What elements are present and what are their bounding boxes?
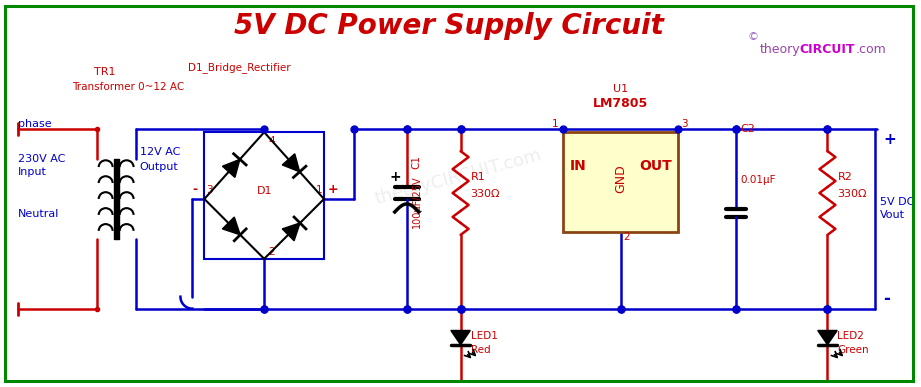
Polygon shape xyxy=(223,159,239,177)
Text: phase: phase xyxy=(17,119,52,129)
Polygon shape xyxy=(451,330,471,345)
Text: LED1: LED1 xyxy=(471,330,497,341)
Text: Neutral: Neutral xyxy=(17,209,59,219)
Text: Transformer 0~12 AC: Transformer 0~12 AC xyxy=(72,82,184,92)
Text: 330Ω: 330Ω xyxy=(837,189,867,199)
Text: -: - xyxy=(883,290,891,308)
Text: R2: R2 xyxy=(837,172,852,182)
Polygon shape xyxy=(282,223,300,241)
Text: +: + xyxy=(390,170,402,184)
Text: Vout: Vout xyxy=(880,210,905,220)
Text: R1: R1 xyxy=(471,172,485,182)
Text: +: + xyxy=(328,183,339,196)
Polygon shape xyxy=(282,154,299,172)
Text: OUT: OUT xyxy=(639,159,672,173)
Text: C2: C2 xyxy=(740,124,755,134)
Bar xyxy=(564,132,678,232)
Text: LED2: LED2 xyxy=(837,330,864,341)
Text: 3: 3 xyxy=(681,119,688,129)
Text: U1: U1 xyxy=(613,84,628,94)
Text: 2: 2 xyxy=(268,247,274,257)
Polygon shape xyxy=(818,330,837,345)
Text: theoryCIRCUIT.com: theoryCIRCUIT.com xyxy=(373,146,544,208)
Text: theory: theory xyxy=(760,43,800,56)
Text: 100μF/25V: 100μF/25V xyxy=(412,176,422,228)
Text: LM7805: LM7805 xyxy=(593,97,648,110)
Text: 4: 4 xyxy=(268,136,274,146)
Text: C1: C1 xyxy=(412,155,422,169)
Text: Output: Output xyxy=(140,162,179,172)
Text: Green: Green xyxy=(837,344,869,354)
Text: 12V AC: 12V AC xyxy=(140,147,180,157)
Text: 2: 2 xyxy=(624,232,630,242)
Text: 1: 1 xyxy=(552,119,558,129)
Text: 5V DC Power Supply Circuit: 5V DC Power Supply Circuit xyxy=(234,12,663,39)
Text: 1: 1 xyxy=(315,185,322,195)
Text: Red: Red xyxy=(471,344,490,354)
Text: 0.01μF: 0.01μF xyxy=(740,175,776,185)
Text: +: + xyxy=(883,132,896,147)
Text: 330Ω: 330Ω xyxy=(471,189,500,199)
Text: 3: 3 xyxy=(206,185,213,195)
Text: IN: IN xyxy=(569,159,586,173)
Bar xyxy=(204,132,324,259)
Text: TR1: TR1 xyxy=(94,67,115,77)
Text: D1_Bridge_Rectifier: D1_Bridge_Rectifier xyxy=(188,62,291,73)
Text: CIRCUIT: CIRCUIT xyxy=(799,43,855,56)
Text: 230V AC: 230V AC xyxy=(17,154,65,164)
Polygon shape xyxy=(223,217,240,235)
Text: D1: D1 xyxy=(256,186,272,196)
Text: 5V DC: 5V DC xyxy=(880,197,915,207)
Text: ©: © xyxy=(747,33,758,43)
Text: Input: Input xyxy=(17,167,47,177)
Text: -: - xyxy=(192,183,197,196)
Text: .com: .com xyxy=(856,43,886,56)
Text: GND: GND xyxy=(614,164,627,193)
